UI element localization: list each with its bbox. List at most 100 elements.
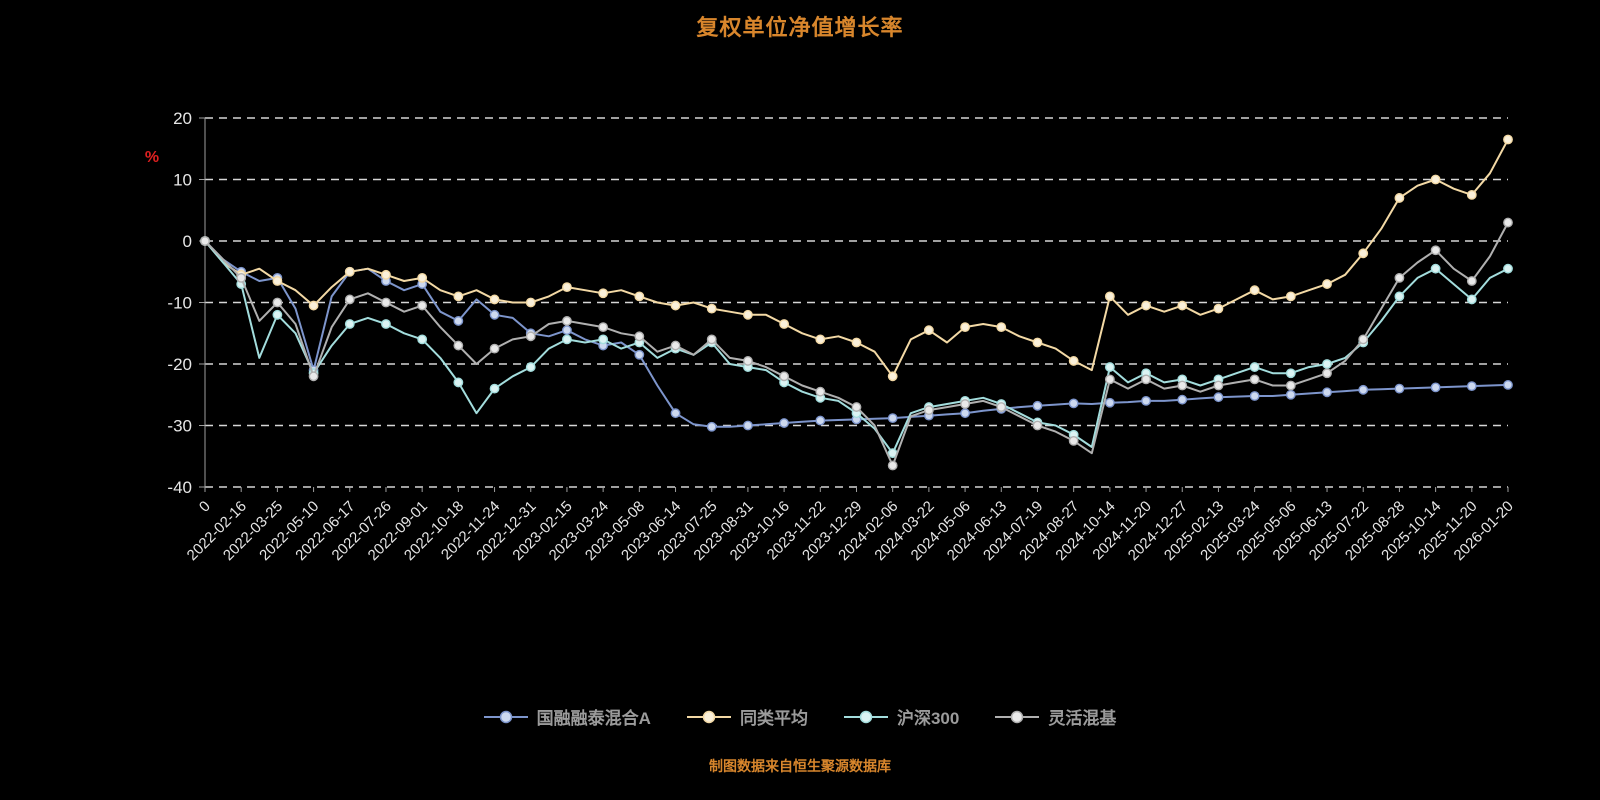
series-marker-2 xyxy=(1104,362,1115,372)
series-marker-1 xyxy=(960,322,970,332)
series-marker-1 xyxy=(272,276,283,286)
series-marker-3 xyxy=(779,371,790,382)
series-marker-3 xyxy=(1430,245,1441,256)
series-marker-0 xyxy=(779,418,790,428)
y-axis-label: -40 xyxy=(167,478,192,497)
y-axis-label: 0 xyxy=(183,232,192,251)
series-marker-3 xyxy=(670,340,681,351)
series-marker-2 xyxy=(1249,362,1260,372)
series-marker-2 xyxy=(344,319,355,329)
series-marker-2 xyxy=(453,377,464,388)
series-marker-1 xyxy=(453,291,464,302)
series-marker-0 xyxy=(743,420,753,431)
series-marker-3 xyxy=(344,294,355,305)
series-marker-2 xyxy=(417,334,428,345)
series-marker-2 xyxy=(525,362,536,372)
legend-item-3[interactable]: 灵活混基 xyxy=(995,704,1116,729)
series-marker-3 xyxy=(1213,380,1224,391)
series-marker-1 xyxy=(562,282,572,293)
series-marker-0 xyxy=(1394,383,1405,394)
series-marker-3 xyxy=(1503,217,1513,228)
series-marker-3 xyxy=(1285,380,1296,391)
legend-label: 沪深300 xyxy=(896,709,960,728)
series-marker-3 xyxy=(743,356,753,366)
chart-legend: 国融融泰混合A 同类平均 沪深300 灵活混基 xyxy=(0,704,1600,729)
series-marker-3 xyxy=(815,386,826,397)
series-marker-0 xyxy=(1032,400,1043,411)
series-marker-1 xyxy=(815,334,826,345)
legend-line-icon xyxy=(686,710,731,723)
series-marker-3 xyxy=(1394,272,1405,283)
series-marker-3 xyxy=(525,331,536,342)
legend-item-0[interactable]: 国融融泰混合A xyxy=(483,704,651,729)
series-marker-3 xyxy=(706,334,717,345)
series-marker-1 xyxy=(706,303,717,314)
legend-label: 同类平均 xyxy=(739,709,808,728)
series-marker-3 xyxy=(489,343,500,354)
series-marker-0 xyxy=(1503,380,1513,390)
y-axis-label: -10 xyxy=(167,294,192,313)
y-axis-label: 10 xyxy=(173,171,192,190)
series-marker-2 xyxy=(272,309,283,320)
series-marker-1 xyxy=(1394,193,1405,203)
series-marker-3 xyxy=(887,460,898,471)
series-marker-3 xyxy=(236,272,247,283)
series-marker-1 xyxy=(670,300,681,311)
series-marker-1 xyxy=(381,269,391,280)
series-marker-0 xyxy=(453,316,464,326)
series-marker-1 xyxy=(344,266,355,277)
series-marker-0 xyxy=(1213,392,1224,403)
series-marker-3 xyxy=(1249,374,1260,385)
series-marker-0 xyxy=(489,309,500,320)
series-marker-3 xyxy=(1466,276,1477,286)
chart-title: 复权单位净值增长率 xyxy=(696,15,904,40)
series-marker-1 xyxy=(1068,356,1079,366)
series-marker-0 xyxy=(1358,384,1369,395)
series-marker-2 xyxy=(562,334,572,345)
series-marker-1 xyxy=(1358,248,1369,259)
data-source-note: 制图数据来自恒生聚源数据库 xyxy=(709,758,891,774)
series-marker-2 xyxy=(381,319,391,329)
series-marker-3 xyxy=(1141,374,1151,385)
series-marker-1 xyxy=(1177,300,1188,311)
series-marker-3 xyxy=(1068,435,1079,446)
series-marker-0 xyxy=(1285,389,1296,400)
series-marker-1 xyxy=(525,297,536,308)
series-marker-2 xyxy=(1466,294,1477,305)
series-marker-1 xyxy=(996,322,1007,332)
series-marker-3 xyxy=(1358,334,1369,345)
series-marker-1 xyxy=(489,294,500,305)
legend-label: 灵活混基 xyxy=(1048,709,1117,728)
series-marker-0 xyxy=(815,415,826,426)
series-marker-0 xyxy=(1430,382,1441,393)
series-marker-1 xyxy=(1466,189,1477,200)
series-marker-1 xyxy=(851,337,862,348)
series-marker-0 xyxy=(1141,395,1151,406)
y-axis-label: -20 xyxy=(167,355,192,374)
series-marker-0 xyxy=(960,408,970,419)
series-marker-1 xyxy=(308,300,319,311)
y-axis-unit-label: % xyxy=(145,149,159,166)
series-marker-2 xyxy=(1430,263,1441,274)
series-marker-3 xyxy=(1177,380,1188,391)
series-marker-0 xyxy=(706,421,717,432)
series-marker-3 xyxy=(923,405,934,416)
series-marker-3 xyxy=(453,340,464,351)
series-marker-1 xyxy=(1285,291,1296,302)
series-marker-3 xyxy=(417,300,428,311)
series-marker-3 xyxy=(1322,368,1332,379)
series-marker-1 xyxy=(887,371,898,382)
series-line-0 xyxy=(204,240,1509,428)
series-marker-3 xyxy=(308,371,319,382)
series-marker-2 xyxy=(1322,359,1332,369)
y-axis-label: 20 xyxy=(173,109,192,128)
series-marker-3 xyxy=(851,402,862,412)
series-marker-0 xyxy=(670,408,681,419)
legend-item-1[interactable]: 同类平均 xyxy=(686,704,808,729)
series-marker-3 xyxy=(272,297,283,308)
legend-line-icon xyxy=(995,710,1040,723)
series-marker-1 xyxy=(1213,303,1224,314)
series-marker-0 xyxy=(1249,391,1260,401)
legend-item-2[interactable]: 沪深300 xyxy=(843,704,960,729)
series-marker-1 xyxy=(598,288,609,299)
